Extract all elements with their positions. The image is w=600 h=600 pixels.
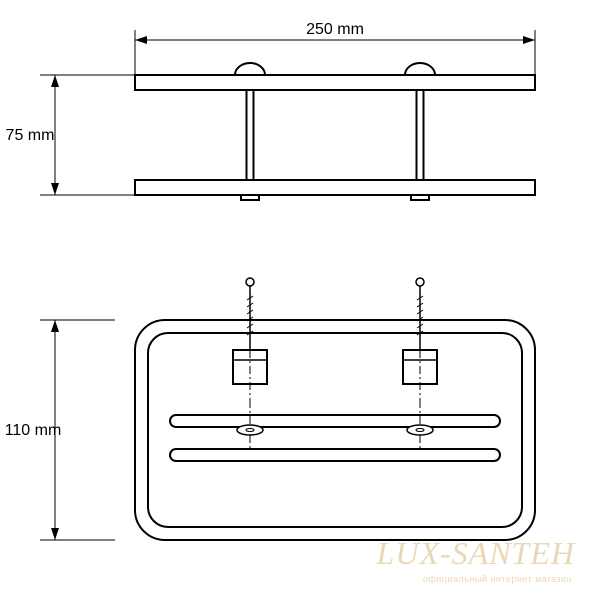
- mount-left: [233, 278, 267, 448]
- drawing-svg: 250 mm 75 mm: [0, 0, 600, 600]
- dimension-width: 250 mm: [135, 21, 535, 75]
- top-view: [135, 278, 535, 540]
- dimension-height-bottom: 110 mm: [5, 320, 115, 540]
- height-bottom-label: 110 mm: [5, 422, 62, 439]
- front-view: [135, 63, 535, 200]
- mount-right: [403, 278, 437, 448]
- technical-drawing: 250 mm 75 mm: [0, 0, 600, 600]
- height-top-label: 75 mm: [6, 127, 55, 144]
- watermark-subtitle: официальный интернет магазин: [423, 574, 572, 584]
- width-label: 250 mm: [306, 21, 364, 38]
- dimension-height-top: 75 mm: [6, 75, 135, 195]
- watermark-logo: LUX-SANTEH: [377, 535, 575, 572]
